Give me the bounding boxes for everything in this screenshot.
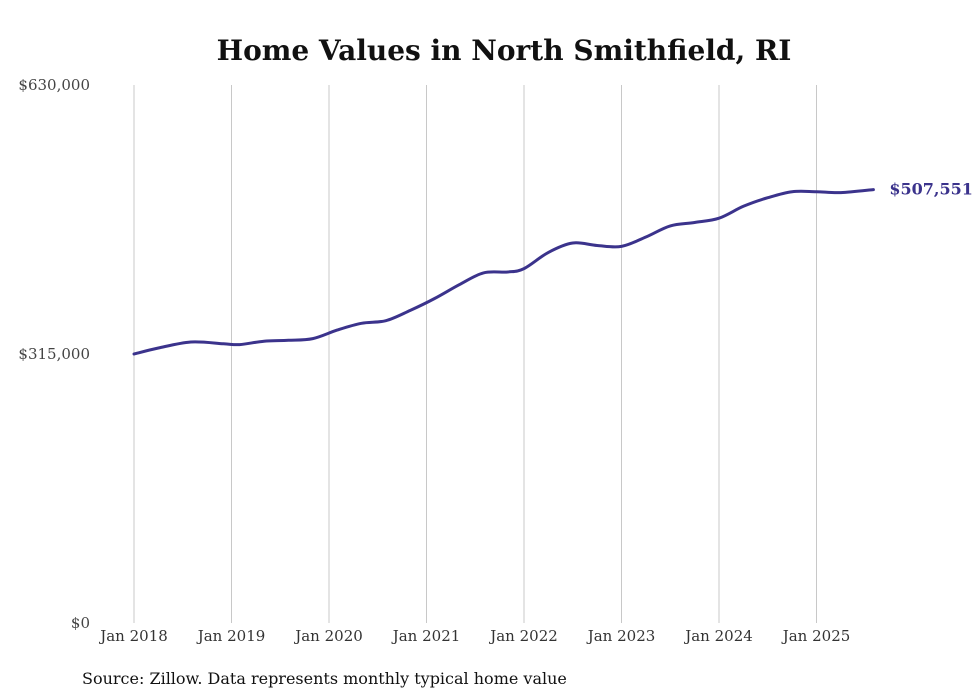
x-axis-tick-labels: Jan 2018 Jan 2019 Jan 2020 Jan 2021 Jan 2022… [98, 627, 850, 645]
source-note: Source: Zillow. Data represents monthly … [82, 669, 567, 688]
home-value-line [132, 188, 875, 356]
latest-value-label: $507,551 [889, 180, 973, 199]
y-tick-label: $630,000 [18, 76, 90, 94]
x-tick-label: Jan 2024 [683, 627, 753, 645]
x-tick-label: Jan 2023 [586, 627, 656, 645]
chart-title: Home Values in North Smithfield, RI [217, 34, 792, 67]
y-tick-label: $315,000 [18, 345, 90, 363]
x-tick-label: Jan 2020 [293, 627, 363, 645]
x-tick-label: Jan 2019 [196, 627, 266, 645]
y-axis-tick-labels: $0 $315,000 $630,000 [18, 76, 90, 632]
x-tick-label: Jan 2018 [98, 627, 168, 645]
x-tick-label: Jan 2025 [781, 627, 851, 645]
x-tick-label: Jan 2021 [391, 627, 461, 645]
y-tick-label: $0 [71, 614, 90, 632]
vertical-gridlines [133, 85, 817, 623]
x-tick-label: Jan 2022 [488, 627, 558, 645]
